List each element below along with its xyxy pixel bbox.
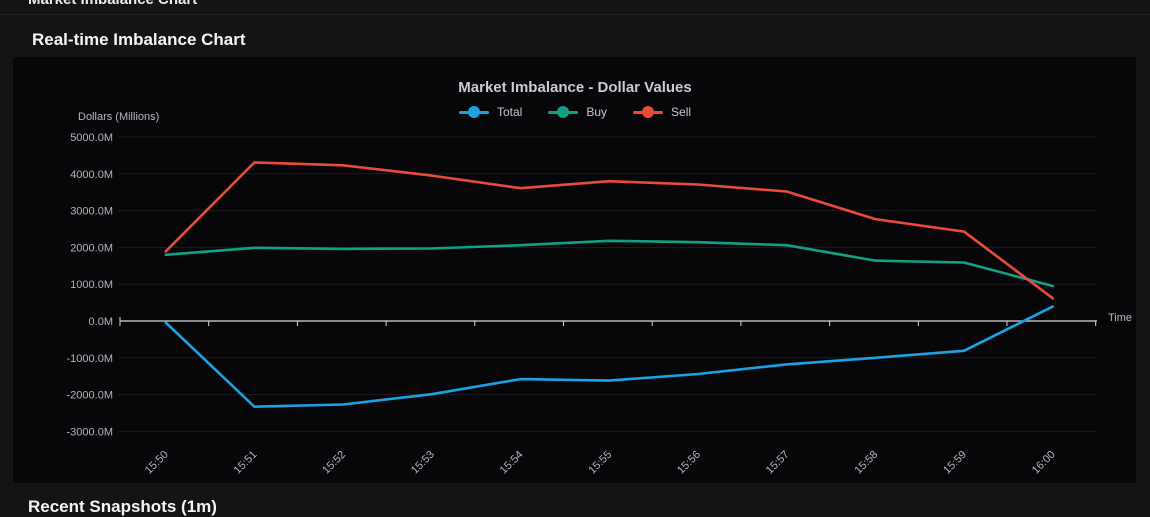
y-tick-label: -1000.0M (67, 353, 113, 365)
legend-marker-icon (548, 106, 579, 118)
y-tick-label: -3000.0M (67, 426, 113, 438)
x-tick-label: 15:59 (941, 449, 969, 477)
legend-label: Total (496, 105, 523, 119)
y-axis-title: Dollars (Millions) (78, 111, 160, 123)
y-tick-label: 5000.0M (70, 132, 113, 144)
x-tick-label: 16:00 (1030, 449, 1058, 477)
y-tick-label: -2000.0M (67, 390, 113, 402)
chart-legend: Total Buy Sell (0, 105, 1150, 119)
x-axis-title: Time (1108, 312, 1133, 324)
legend-label: Sell (671, 105, 692, 119)
legend-dot-icon (557, 106, 570, 118)
x-tick-label: 15:53 (409, 449, 437, 477)
legend-item-total[interactable]: Total (458, 105, 523, 119)
separator-line (0, 14, 1150, 15)
legend-item-sell[interactable]: Sell (633, 105, 691, 119)
series-line-sell (164, 161, 1054, 300)
page-title: Real-time Imbalance Chart (32, 30, 246, 49)
y-tick-label: 0.0M (89, 316, 113, 328)
legend-marker-icon (458, 106, 489, 118)
y-tick-label: 1000.0M (70, 279, 113, 291)
y-tick-label: 2000.0M (70, 242, 113, 254)
legend-dot-icon (642, 106, 655, 118)
legend-label: Buy (586, 105, 608, 119)
x-tick-label: 15:54 (498, 449, 526, 477)
legend-marker-icon (633, 106, 664, 118)
x-tick-label: 15:50 (143, 449, 171, 477)
series-line-buy (164, 239, 1054, 288)
y-tick-label: 4000.0M (70, 169, 113, 181)
x-tick-label: 15:55 (586, 449, 614, 477)
x-tick-label: 15:52 (320, 449, 348, 477)
chart-title: Market Imbalance - Dollar Values (458, 79, 692, 96)
chart-panel (13, 57, 1136, 483)
top-title-cut: Market Imbalance Chart (28, 0, 197, 8)
legend-dot-icon (467, 106, 480, 118)
x-tick-label: 15:51 (232, 449, 260, 477)
x-tick-label: 15:56 (675, 449, 703, 477)
legend-item-buy[interactable]: Buy (548, 105, 607, 119)
y-tick-label: 3000.0M (70, 206, 113, 218)
x-tick-label: 15:57 (764, 449, 792, 477)
series-line-total (164, 305, 1054, 409)
x-tick-label: 15:58 (852, 449, 880, 477)
bottom-section-title: Recent Snapshots (1m) (28, 497, 217, 516)
